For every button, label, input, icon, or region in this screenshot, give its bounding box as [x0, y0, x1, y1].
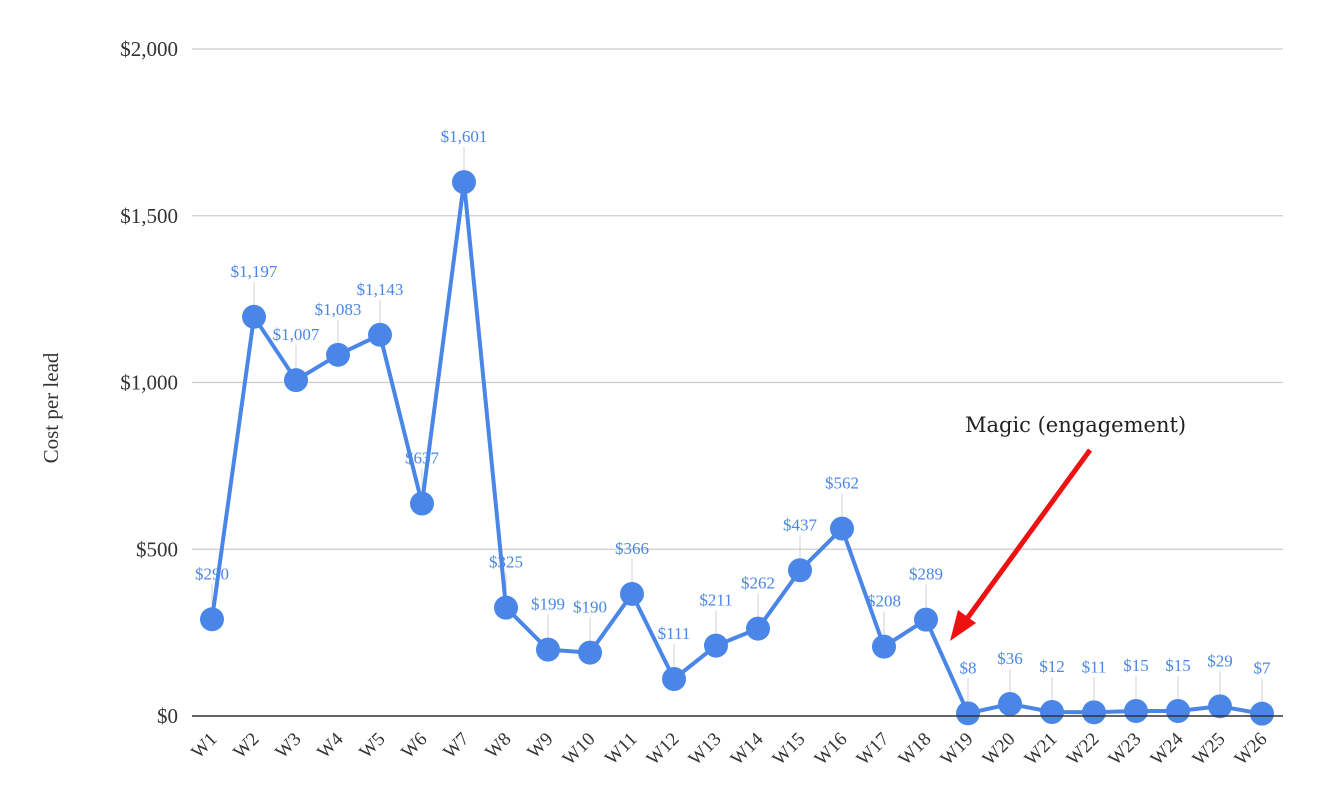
- data-label: $1,143: [357, 280, 404, 299]
- x-tick-label: W9: [523, 729, 557, 763]
- data-label: $199: [531, 595, 565, 614]
- x-tick-label: W24: [1147, 728, 1188, 769]
- x-tick-label: W1: [187, 729, 221, 763]
- data-point-w7: [452, 170, 476, 195]
- x-tick-label: W18: [895, 729, 936, 770]
- data-labels: $290 $1,197 $1,007 $1,083$1,143 $637 $1,601 $3…: [195, 127, 1271, 678]
- data-point-w23: [1124, 698, 1148, 723]
- x-tick-label: W13: [685, 729, 726, 770]
- data-point-w16: [830, 516, 854, 541]
- data-label: $29: [1207, 651, 1233, 670]
- data-point-w13: [704, 633, 728, 658]
- data-label: $289: [909, 565, 943, 584]
- annotation: Magic (engagement): [950, 413, 1186, 641]
- y-tick-label: $1,500: [120, 204, 178, 228]
- x-tick-label: W22: [1063, 729, 1104, 770]
- data-point-w25: [1208, 694, 1232, 719]
- data-point-w6: [410, 491, 434, 516]
- x-tick-label: W10: [559, 729, 600, 770]
- data-point-w19: [956, 701, 980, 726]
- data-label: $190: [573, 598, 607, 617]
- x-axis-ticks: W1 W2 W3 W4 W5 W6 W7 W8 W9 W10 W11 W12 W13 W14 W15 W16 W…: [187, 728, 1271, 769]
- data-label: $325: [489, 553, 523, 572]
- data-points: [200, 170, 1274, 726]
- y-axis-title: Cost per lead: [39, 352, 63, 463]
- data-point-w22: [1082, 700, 1106, 725]
- data-point-w14: [746, 616, 770, 641]
- x-tick-label: W7: [439, 729, 473, 763]
- data-point-w3: [284, 368, 308, 393]
- data-point-w1: [200, 607, 224, 632]
- data-label: $1,197: [231, 262, 278, 281]
- data-point-w18: [914, 607, 938, 632]
- annotation-arrow-shaft: [963, 448, 1093, 622]
- y-tick-label: $500: [136, 537, 178, 561]
- x-tick-label: W16: [811, 729, 852, 770]
- y-axis-ticks: $0 $500 $1,000 $1,500 $2,000: [120, 37, 178, 728]
- x-tick-label: W26: [1231, 729, 1272, 770]
- data-label: $15: [1165, 656, 1191, 675]
- y-tick-label: $1,000: [120, 371, 178, 395]
- data-point-w17: [872, 634, 896, 659]
- data-point-w2: [242, 304, 266, 329]
- data-point-w5: [368, 322, 392, 347]
- x-tick-label: W15: [769, 729, 810, 770]
- data-label: $637: [405, 449, 440, 468]
- data-point-w20: [998, 691, 1022, 716]
- data-label: $437: [783, 515, 818, 534]
- data-label: $1,007: [273, 325, 320, 344]
- annotation-arrow-head: [950, 610, 976, 641]
- x-tick-label: W6: [397, 729, 431, 763]
- x-tick-label: W21: [1021, 729, 1062, 770]
- data-label: $15: [1123, 656, 1149, 675]
- data-point-w15: [788, 558, 812, 583]
- data-point-w24: [1166, 698, 1190, 723]
- y-tick-label: $2,000: [120, 37, 178, 61]
- data-point-w11: [620, 581, 644, 606]
- x-tick-label: W2: [229, 729, 263, 763]
- data-point-w4: [326, 342, 350, 367]
- data-label: $262: [741, 574, 775, 593]
- x-tick-label: W5: [355, 729, 389, 763]
- gridlines: [192, 48, 1283, 550]
- x-tick-label: W8: [481, 729, 515, 763]
- data-label: $12: [1039, 657, 1065, 676]
- data-label: $290: [195, 564, 229, 583]
- x-tick-label: W4: [313, 728, 348, 763]
- data-point-w12: [662, 666, 686, 691]
- x-tick-label: W11: [601, 729, 641, 769]
- data-label: $8: [960, 658, 977, 677]
- x-tick-label: W25: [1189, 729, 1230, 770]
- data-label: $208: [867, 592, 901, 611]
- data-label: $366: [615, 539, 649, 558]
- x-tick-label: W14: [727, 728, 768, 769]
- data-label: $211: [699, 591, 732, 610]
- data-point-w26: [1250, 701, 1274, 726]
- data-label: $11: [1082, 657, 1107, 676]
- x-tick-label: W12: [643, 729, 684, 770]
- annotation-text: Magic (engagement): [965, 413, 1186, 437]
- series-line: [210, 180, 1263, 716]
- data-label: $1,083: [315, 300, 362, 319]
- data-label-leaders: [211, 147, 1263, 702]
- data-label: $7: [1254, 659, 1272, 678]
- data-point-w21: [1040, 699, 1064, 724]
- data-label: $36: [997, 649, 1023, 668]
- data-point-w8: [494, 595, 518, 620]
- y-tick-label: $0: [157, 704, 178, 728]
- x-tick-label: W23: [1105, 729, 1146, 770]
- x-tick-label: W20: [979, 729, 1020, 770]
- data-point-w9: [536, 637, 560, 662]
- data-label: $562: [825, 474, 859, 493]
- x-tick-label: W3: [271, 729, 305, 763]
- data-label: $1,601: [441, 127, 488, 146]
- x-tick-label: W19: [937, 729, 978, 770]
- data-point-w10: [578, 640, 602, 665]
- x-tick-label: W17: [853, 729, 894, 770]
- data-label: $111: [658, 624, 691, 643]
